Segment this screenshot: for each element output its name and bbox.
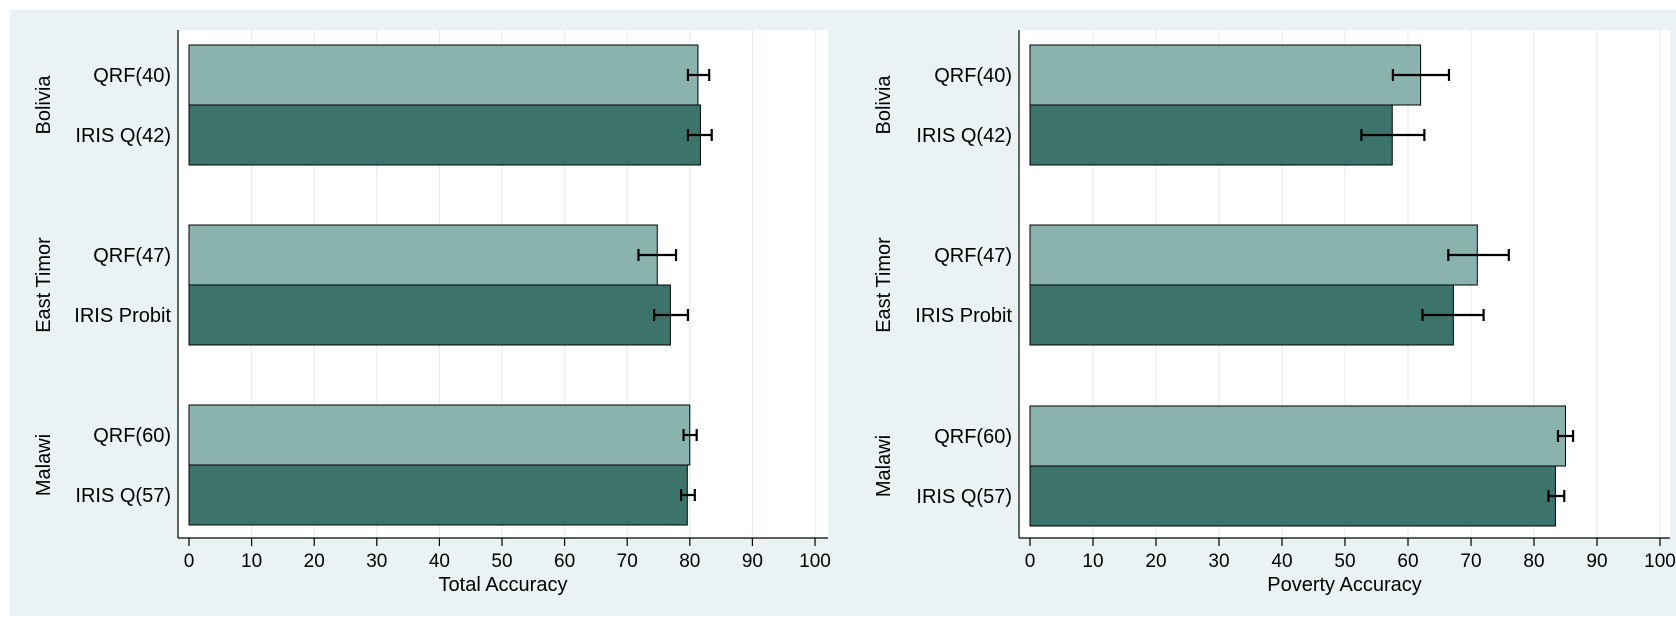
x-tick-label: 60	[1397, 551, 1418, 572]
x-tick-label: 10	[1082, 551, 1103, 572]
x-tick-label: 70	[1460, 551, 1481, 572]
group-label: Malawi	[33, 434, 55, 496]
x-tick-label: 0	[1025, 551, 1036, 572]
group-label: Malawi	[873, 435, 895, 497]
bar-label: QRF(40)	[934, 65, 1012, 87]
x-tick-label: 50	[1334, 551, 1355, 572]
x-tick-label: 70	[617, 551, 638, 572]
bar-label: QRF(60)	[93, 425, 171, 447]
x-tick-label: 20	[1145, 551, 1166, 572]
bar	[188, 464, 688, 526]
group-label: East Timor	[33, 237, 55, 333]
bar-label: IRIS Q(42)	[916, 125, 1012, 147]
bar	[1029, 224, 1478, 286]
bar-label: QRF(40)	[93, 65, 171, 87]
bar-label: QRF(60)	[934, 426, 1012, 448]
x-tick-label: 40	[429, 551, 450, 572]
bar	[1029, 405, 1566, 467]
x-tick-label: 10	[241, 551, 262, 572]
x-tick-label: 40	[1271, 551, 1292, 572]
bar-label: QRF(47)	[934, 245, 1012, 267]
x-tick-label: 30	[366, 551, 387, 572]
x-tick-label: 30	[1208, 551, 1229, 572]
bar	[188, 404, 691, 466]
x-tick-label: 80	[679, 551, 700, 572]
bar-label: IRIS Q(57)	[75, 485, 171, 507]
bar-label: IRIS Probit	[74, 305, 171, 327]
x-axis-title: Total Accuracy	[439, 574, 568, 596]
poverty-accuracy-panel: QRF(40) IRIS Q(42) Bolivia QRF(47) IRIS Prob…	[873, 30, 1676, 596]
group-label: Bolivia	[873, 75, 895, 135]
group-label: Bolivia	[33, 75, 55, 135]
bar	[1029, 465, 1556, 527]
bar	[188, 44, 699, 106]
bar-label: IRIS Q(57)	[916, 486, 1012, 508]
x-tick-label: 60	[554, 551, 575, 572]
bar-label: IRIS Probit	[915, 305, 1012, 327]
x-tick-label: 0	[184, 551, 195, 572]
bar	[188, 284, 671, 346]
bar-label: IRIS Q(42)	[75, 125, 171, 147]
x-tick-label: 20	[304, 551, 325, 572]
bar	[1029, 104, 1393, 166]
bar	[188, 104, 701, 166]
x-tick-label: 100	[799, 551, 831, 572]
x-tick-label: 100	[1644, 551, 1676, 572]
bar	[1029, 44, 1422, 106]
bar	[188, 224, 658, 286]
x-axis-title: Poverty Accuracy	[1267, 574, 1422, 596]
x-tick-label: 80	[1523, 551, 1544, 572]
group-label: East Timor	[873, 237, 895, 333]
bar-label: QRF(47)	[93, 245, 171, 267]
bar	[1029, 284, 1454, 346]
x-tick-label: 50	[491, 551, 512, 572]
x-tick-label: 90	[1586, 551, 1607, 572]
total-accuracy-panel: QRF(40) IRIS Q(42) Bolivia QRF(47) IRIS Prob…	[33, 30, 831, 596]
x-tick-label: 90	[742, 551, 763, 572]
